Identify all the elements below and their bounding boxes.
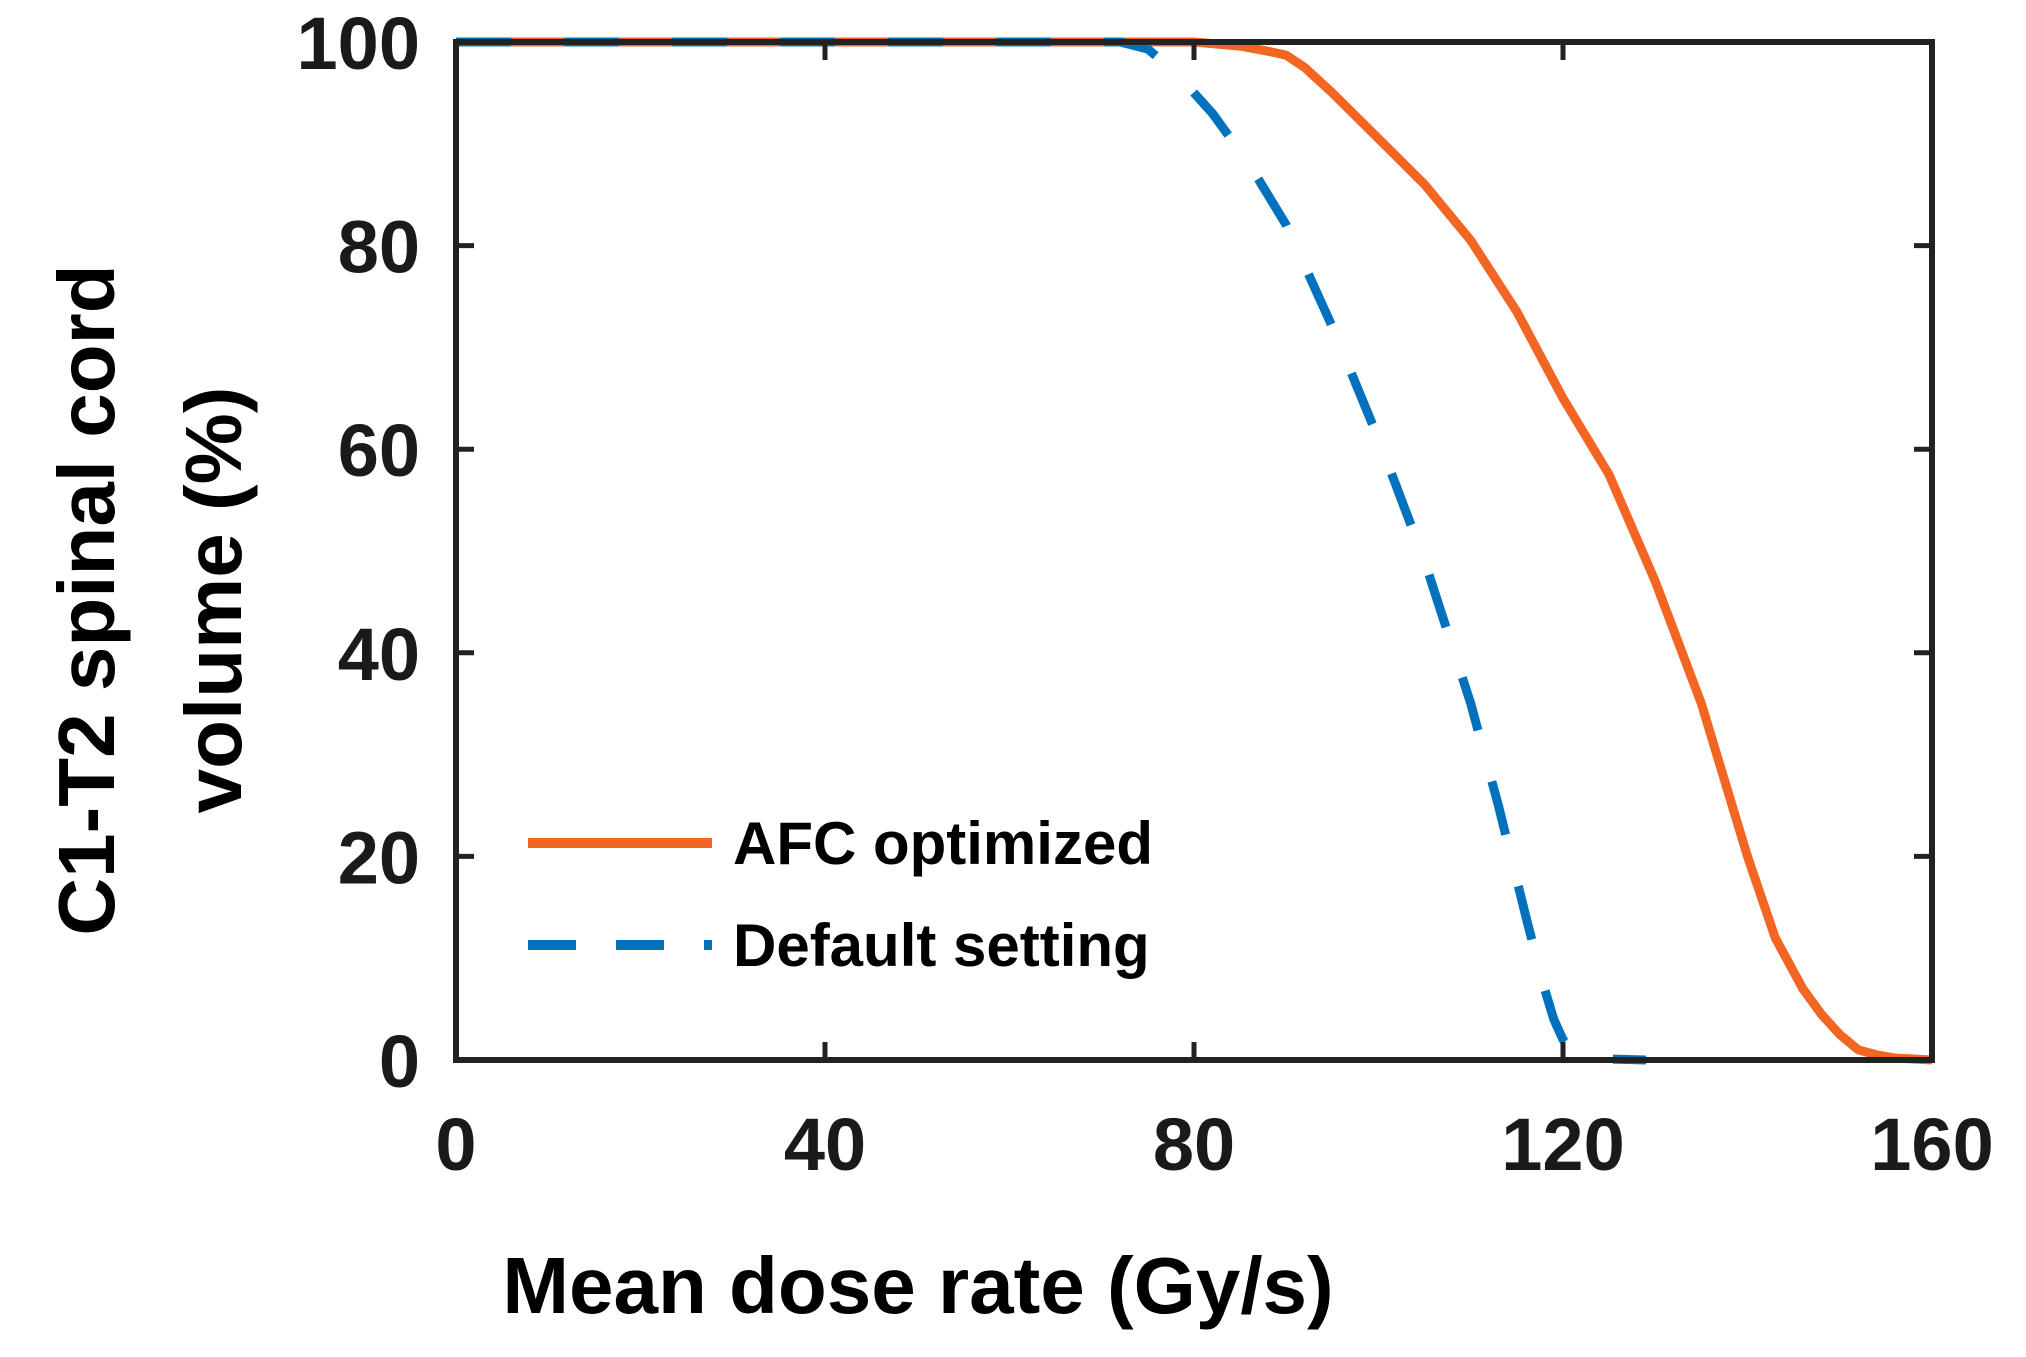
series-line-afc-optimized <box>456 37 1933 1065</box>
x-tick-label: 160 <box>1870 1103 1993 1186</box>
y-tick-label: 80 <box>338 206 420 289</box>
x-tick-label: 80 <box>1153 1103 1235 1186</box>
legend-label-afc-optimized: AFC optimized <box>733 810 1153 877</box>
legend-label-default-setting: Default setting <box>733 912 1150 979</box>
x-tick-label: 120 <box>1501 1103 1624 1186</box>
x-tick-label: 0 <box>435 1103 476 1186</box>
y-tick-label: 60 <box>338 409 420 492</box>
x-tick-label: 40 <box>784 1103 866 1186</box>
y-axis-title-line-1: C1-T2 spinal cord <box>42 264 131 935</box>
y-tick-label: 100 <box>297 2 420 85</box>
y-tick-label: 40 <box>338 613 420 696</box>
series-line-default-setting <box>456 37 1647 1065</box>
plot-layer: 0 40 80 120 160 0 20 40 60 80 100 <box>297 2 1994 1186</box>
x-axis-title: Mean dose rate (Gy/s) <box>502 1241 1333 1330</box>
legend: AFC optimized Default setting <box>528 810 1153 979</box>
plot-frame <box>453 39 1935 1063</box>
y-axis-title: C1-T2 spinal cord volume (%) <box>42 264 258 935</box>
y-axis-title-line-2: volume (%) <box>169 387 258 814</box>
y-tick-label: 0 <box>379 1020 420 1103</box>
y-tick-label: 20 <box>338 816 420 899</box>
